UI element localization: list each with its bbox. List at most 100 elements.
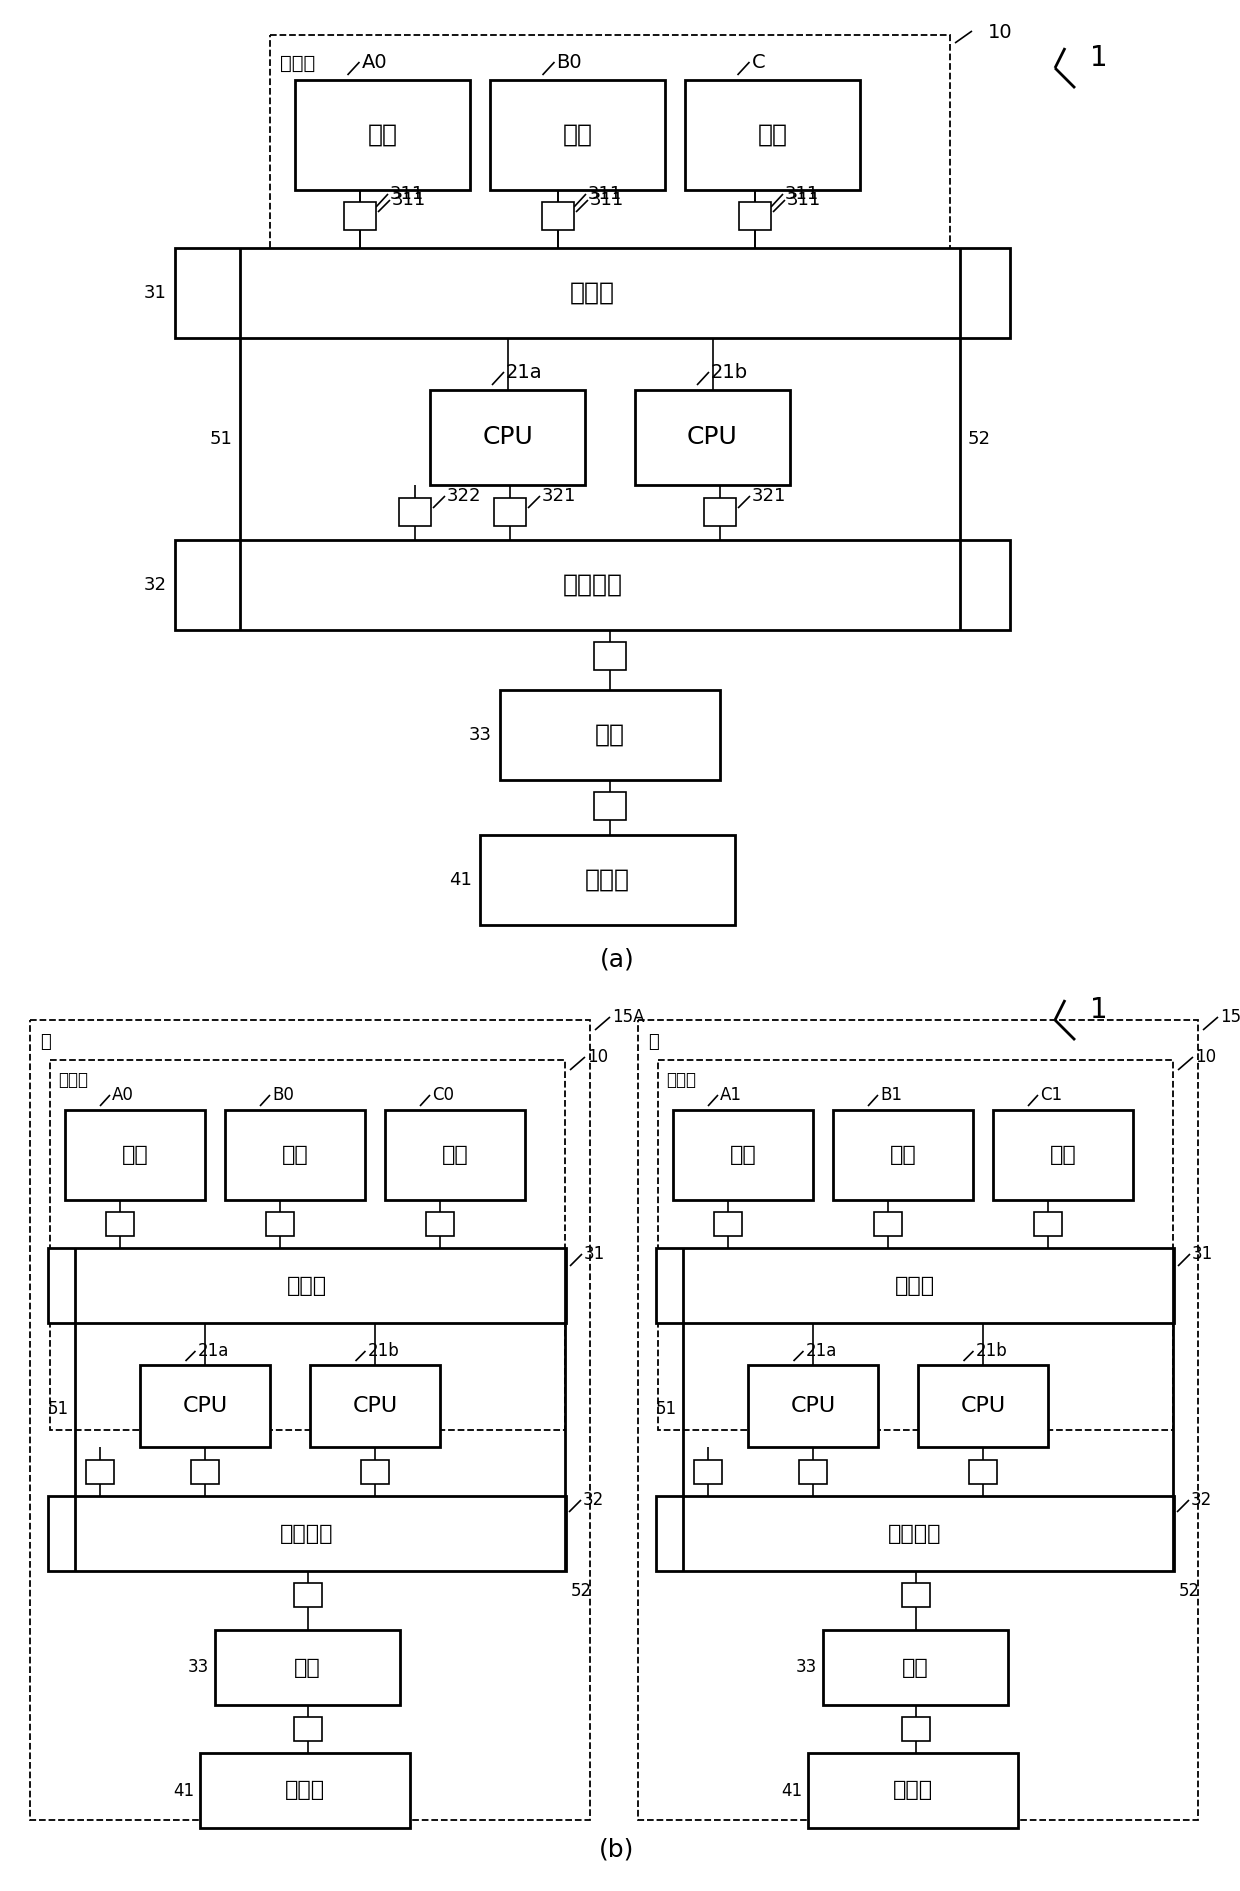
Text: (a): (a) [600, 947, 635, 972]
Text: CPU: CPU [182, 1396, 228, 1416]
Bar [48, 1248, 565, 1324]
Bar [295, 79, 470, 189]
Text: A0: A0 [112, 1085, 134, 1104]
Bar [384, 1110, 525, 1201]
Bar [490, 79, 665, 189]
Bar [494, 497, 526, 526]
Bar [833, 1110, 973, 1201]
Text: 15A: 15A [613, 1008, 645, 1027]
Bar [343, 202, 376, 231]
Text: CPU: CPU [687, 425, 738, 450]
Text: 存储器: 存储器 [285, 1781, 325, 1800]
Text: 32: 32 [583, 1490, 604, 1509]
Text: 31: 31 [584, 1244, 605, 1263]
Bar [594, 792, 626, 821]
Bar [427, 1212, 454, 1237]
Bar [901, 1717, 930, 1742]
Bar [658, 1061, 1173, 1430]
Bar [500, 690, 720, 779]
Text: 21a: 21a [506, 363, 543, 382]
Text: 51: 51 [48, 1401, 69, 1418]
Text: C: C [751, 53, 765, 72]
Bar [267, 1212, 294, 1237]
Text: 模块: 模块 [441, 1144, 469, 1165]
Bar [1034, 1212, 1061, 1237]
Bar [480, 836, 735, 925]
Bar [901, 1583, 930, 1607]
Bar [50, 1061, 565, 1430]
Bar [714, 1212, 742, 1237]
Text: 模块群: 模块群 [666, 1070, 696, 1089]
Text: CPU: CPU [482, 425, 533, 450]
Text: CPU: CPU [352, 1396, 398, 1416]
Text: 311: 311 [391, 185, 424, 202]
Text: 10: 10 [1195, 1048, 1216, 1067]
Text: 模块: 模块 [758, 123, 787, 147]
Bar [748, 1365, 878, 1447]
Text: CPU: CPU [790, 1396, 836, 1416]
Text: 52: 52 [1179, 1583, 1200, 1600]
Text: (b): (b) [599, 1838, 635, 1863]
Bar [64, 1110, 205, 1201]
Text: 主母线: 主母线 [570, 282, 615, 304]
Text: 41: 41 [781, 1781, 802, 1800]
Text: 相干母线: 相干母线 [563, 573, 622, 598]
Text: 模块: 模块 [563, 123, 593, 147]
Bar [639, 1019, 1198, 1819]
Text: 21b: 21b [976, 1343, 1007, 1360]
Bar [310, 1365, 440, 1447]
Bar [874, 1212, 901, 1237]
Bar [542, 202, 574, 231]
Text: 模块: 模块 [122, 1144, 149, 1165]
Text: 31: 31 [144, 284, 167, 303]
Bar [808, 1753, 1018, 1829]
Text: 32: 32 [1190, 1490, 1213, 1509]
Bar [694, 1460, 722, 1484]
Text: 10: 10 [587, 1048, 608, 1067]
Text: 组: 组 [649, 1032, 658, 1051]
Bar [594, 643, 626, 669]
Text: CPU: CPU [961, 1396, 1006, 1416]
Bar [86, 1460, 114, 1484]
Text: 组: 组 [40, 1032, 51, 1051]
Text: C0: C0 [432, 1085, 454, 1104]
Text: 模块: 模块 [281, 1144, 309, 1165]
Text: 321: 321 [751, 488, 786, 505]
Text: A0: A0 [362, 53, 387, 72]
Bar [30, 1019, 590, 1819]
Bar [739, 202, 771, 231]
Text: 33: 33 [187, 1658, 210, 1677]
Text: 模块群: 模块群 [58, 1070, 88, 1089]
Bar [215, 1630, 401, 1706]
Text: 主母线: 主母线 [895, 1276, 935, 1295]
Text: 存储器: 存储器 [893, 1781, 932, 1800]
Bar [918, 1365, 1048, 1447]
Bar [200, 1753, 410, 1829]
Text: 41: 41 [172, 1781, 193, 1800]
Bar [105, 1212, 134, 1237]
Bar [656, 1248, 1174, 1324]
Text: 模块: 模块 [1049, 1144, 1076, 1165]
Bar [294, 1583, 322, 1607]
Text: 母线: 母线 [903, 1658, 929, 1677]
Bar [430, 390, 585, 484]
Text: 模块: 模块 [889, 1144, 916, 1165]
Bar [294, 1717, 322, 1742]
Text: B1: B1 [880, 1085, 901, 1104]
Text: 322: 322 [446, 488, 481, 505]
Text: 311: 311 [785, 185, 820, 202]
Bar [968, 1460, 997, 1484]
Text: 41: 41 [449, 872, 472, 889]
Bar [270, 36, 950, 270]
Text: 模块群: 模块群 [280, 53, 315, 72]
Bar [823, 1630, 1008, 1706]
Text: 311: 311 [787, 191, 821, 210]
Bar [140, 1365, 270, 1447]
Bar [48, 1496, 565, 1571]
Text: 母线: 母线 [595, 722, 625, 747]
Bar [191, 1460, 219, 1484]
Text: 31: 31 [1192, 1244, 1213, 1263]
Text: 321: 321 [542, 488, 577, 505]
Bar [635, 390, 790, 484]
Text: 311: 311 [590, 191, 624, 210]
